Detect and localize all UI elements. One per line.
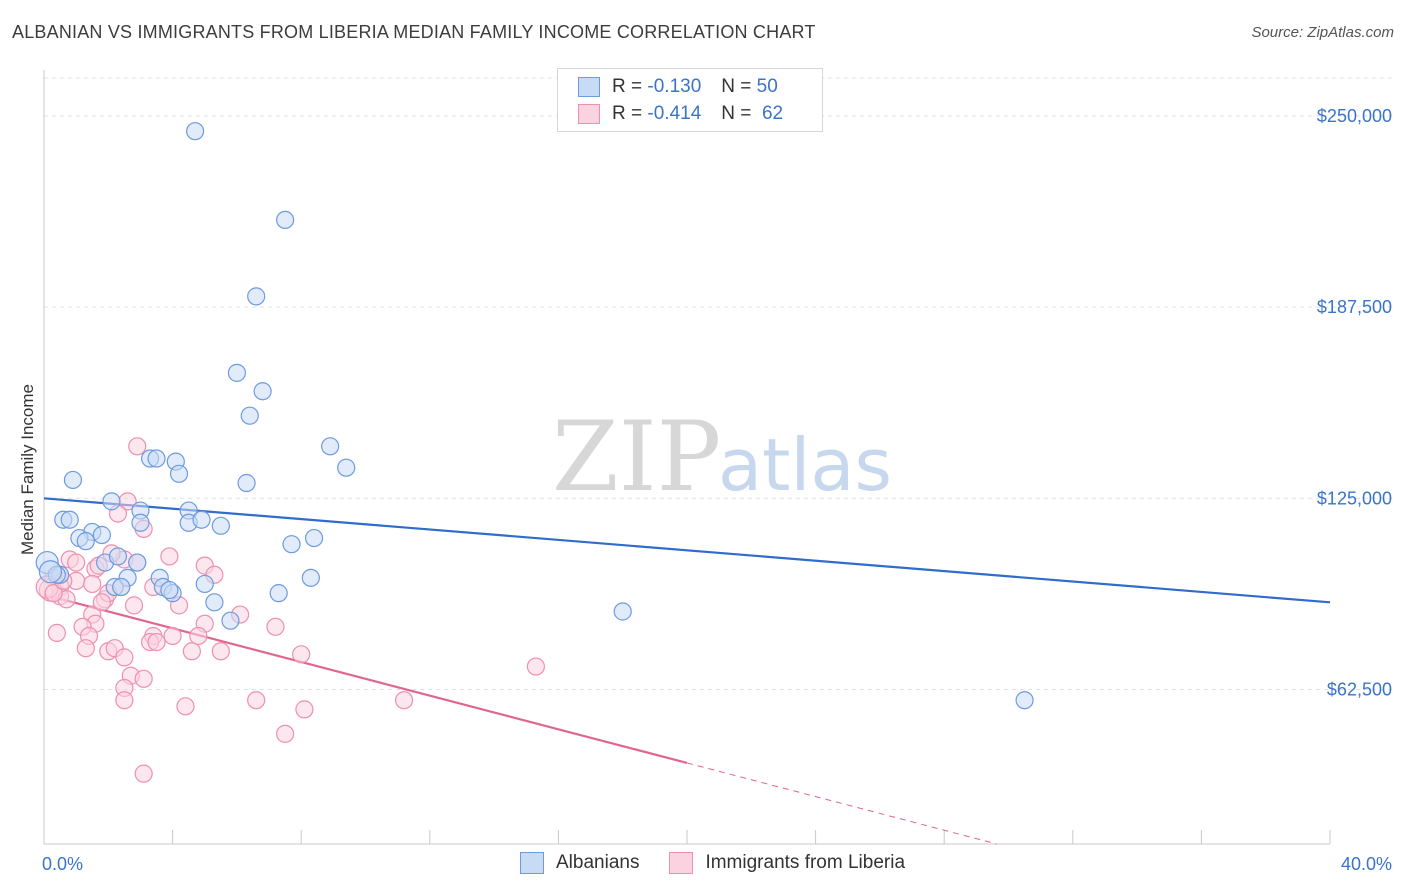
legend-n-value-liberia: 62: [761, 103, 784, 124]
point-albanians: [169, 464, 189, 483]
legend-swatch-albanians: [578, 77, 600, 97]
point-albanians: [276, 210, 295, 230]
watermark: ZIP atlas: [552, 401, 892, 513]
watermark-zip: ZIP: [552, 401, 721, 513]
point-albanians: [253, 382, 272, 401]
point-albanians: [205, 593, 224, 612]
point-albanians: [337, 458, 356, 477]
x-tick-label: 40.0%: [1341, 854, 1392, 874]
y-tick-label: $125,000: [1317, 488, 1392, 508]
trend-line-liberia-extrapolated: [686, 762, 997, 845]
point-liberia: [176, 697, 195, 716]
legend-row-albanians: R = -0.130 N = 50: [578, 75, 778, 99]
bottom-legend-liberia: Immigrants from Liberia: [705, 852, 906, 873]
point-liberia: [295, 700, 314, 719]
point-liberia: [44, 584, 63, 603]
point-liberia: [292, 645, 311, 664]
point-liberia: [163, 626, 182, 646]
point-liberia: [67, 553, 86, 572]
point-albanians: [128, 553, 147, 572]
bottom-legend-albanians: Albanians: [556, 852, 640, 873]
x-tick-labels: 0.0% 40.0%: [42, 854, 1392, 874]
point-albanians: [131, 513, 150, 532]
point-albanians: [102, 492, 121, 511]
point-liberia: [83, 574, 102, 594]
trend-line-albanians: [43, 497, 1331, 604]
point-liberia: [47, 623, 66, 643]
point-liberia: [526, 657, 545, 676]
y-tick-labels: $62,500 $125,000 $187,500 $250,000: [1317, 106, 1392, 700]
point-albanians: [186, 122, 205, 141]
point-liberia: [182, 642, 201, 661]
point-albanians: [221, 611, 240, 630]
point-albanians: [304, 528, 324, 548]
x-tick-label: 0.0%: [42, 854, 83, 874]
data-points: [35, 122, 1034, 783]
point-albanians: [227, 363, 246, 382]
point-liberia: [276, 724, 295, 743]
point-liberia: [247, 691, 266, 710]
y-axis-label: Median Family Income: [18, 384, 37, 555]
gridlines: [44, 77, 1392, 691]
legend-n-label: N =: [721, 76, 752, 97]
point-albanians: [282, 535, 301, 554]
point-albanians: [321, 437, 340, 456]
point-liberia: [266, 617, 285, 636]
bottom-swatch-liberia: [669, 852, 694, 874]
bottom-swatch-albanians: [520, 852, 544, 874]
point-albanians: [108, 547, 128, 566]
point-albanians: [269, 584, 288, 603]
point-albanians: [112, 577, 131, 597]
legend-swatch-liberia: [578, 104, 600, 124]
point-albanians: [76, 532, 95, 551]
point-albanians: [160, 580, 179, 600]
point-liberia: [124, 596, 144, 615]
legend-n-label: N =: [721, 103, 752, 124]
series-legend: Albanians Immigrants from Liberia: [520, 852, 905, 874]
point-liberia: [211, 642, 230, 661]
point-albanians: [92, 525, 111, 545]
point-liberia: [394, 691, 414, 710]
point-liberia: [76, 639, 95, 658]
trend-lines: [43, 497, 1331, 845]
point-liberia: [115, 691, 134, 710]
y-tick-label: $62,500: [1327, 680, 1392, 700]
point-albanians: [192, 510, 211, 529]
legend-r-value-albanians: -0.130: [647, 76, 702, 97]
point-liberia: [189, 626, 208, 646]
legend-r-value-liberia: -0.414: [647, 103, 702, 124]
trend-line-liberia: [43, 593, 688, 764]
point-liberia: [128, 437, 147, 456]
point-albanians: [195, 574, 214, 594]
legend-row-liberia: R = -0.414 N = 62: [578, 102, 783, 126]
chart-title: ALBANIAN VS IMMIGRANTS FROM LIBERIA MEDI…: [12, 22, 816, 42]
point-liberia: [134, 669, 153, 688]
point-albanians: [63, 470, 83, 490]
point-liberia: [160, 547, 179, 566]
point-albanians: [38, 560, 63, 584]
source-label: Source: ZipAtlas.com: [1251, 24, 1394, 41]
point-albanians: [613, 602, 632, 621]
point-liberia: [92, 593, 111, 612]
point-albanians: [211, 516, 230, 535]
legend-n-value-albanians: 50: [756, 76, 778, 97]
point-liberia: [115, 648, 134, 667]
point-liberia: [134, 764, 153, 783]
point-albanians: [1015, 691, 1034, 710]
point-albanians: [237, 473, 256, 493]
point-liberia: [147, 632, 166, 652]
point-albanians: [147, 449, 166, 468]
legend-r-label: R =: [612, 103, 643, 124]
watermark-atlas: atlas: [718, 423, 892, 507]
correlation-legend: R = -0.130 N = 50 R = -0.414 N = 62: [557, 68, 823, 132]
y-tick-label: $187,500: [1317, 297, 1392, 317]
point-albanians: [301, 568, 320, 587]
y-tick-label: $250,000: [1317, 106, 1392, 126]
point-albanians: [247, 287, 266, 306]
point-albanians: [60, 510, 79, 529]
legend-r-label: R =: [612, 76, 643, 97]
axes: [43, 70, 1331, 845]
point-albanians: [240, 406, 259, 425]
